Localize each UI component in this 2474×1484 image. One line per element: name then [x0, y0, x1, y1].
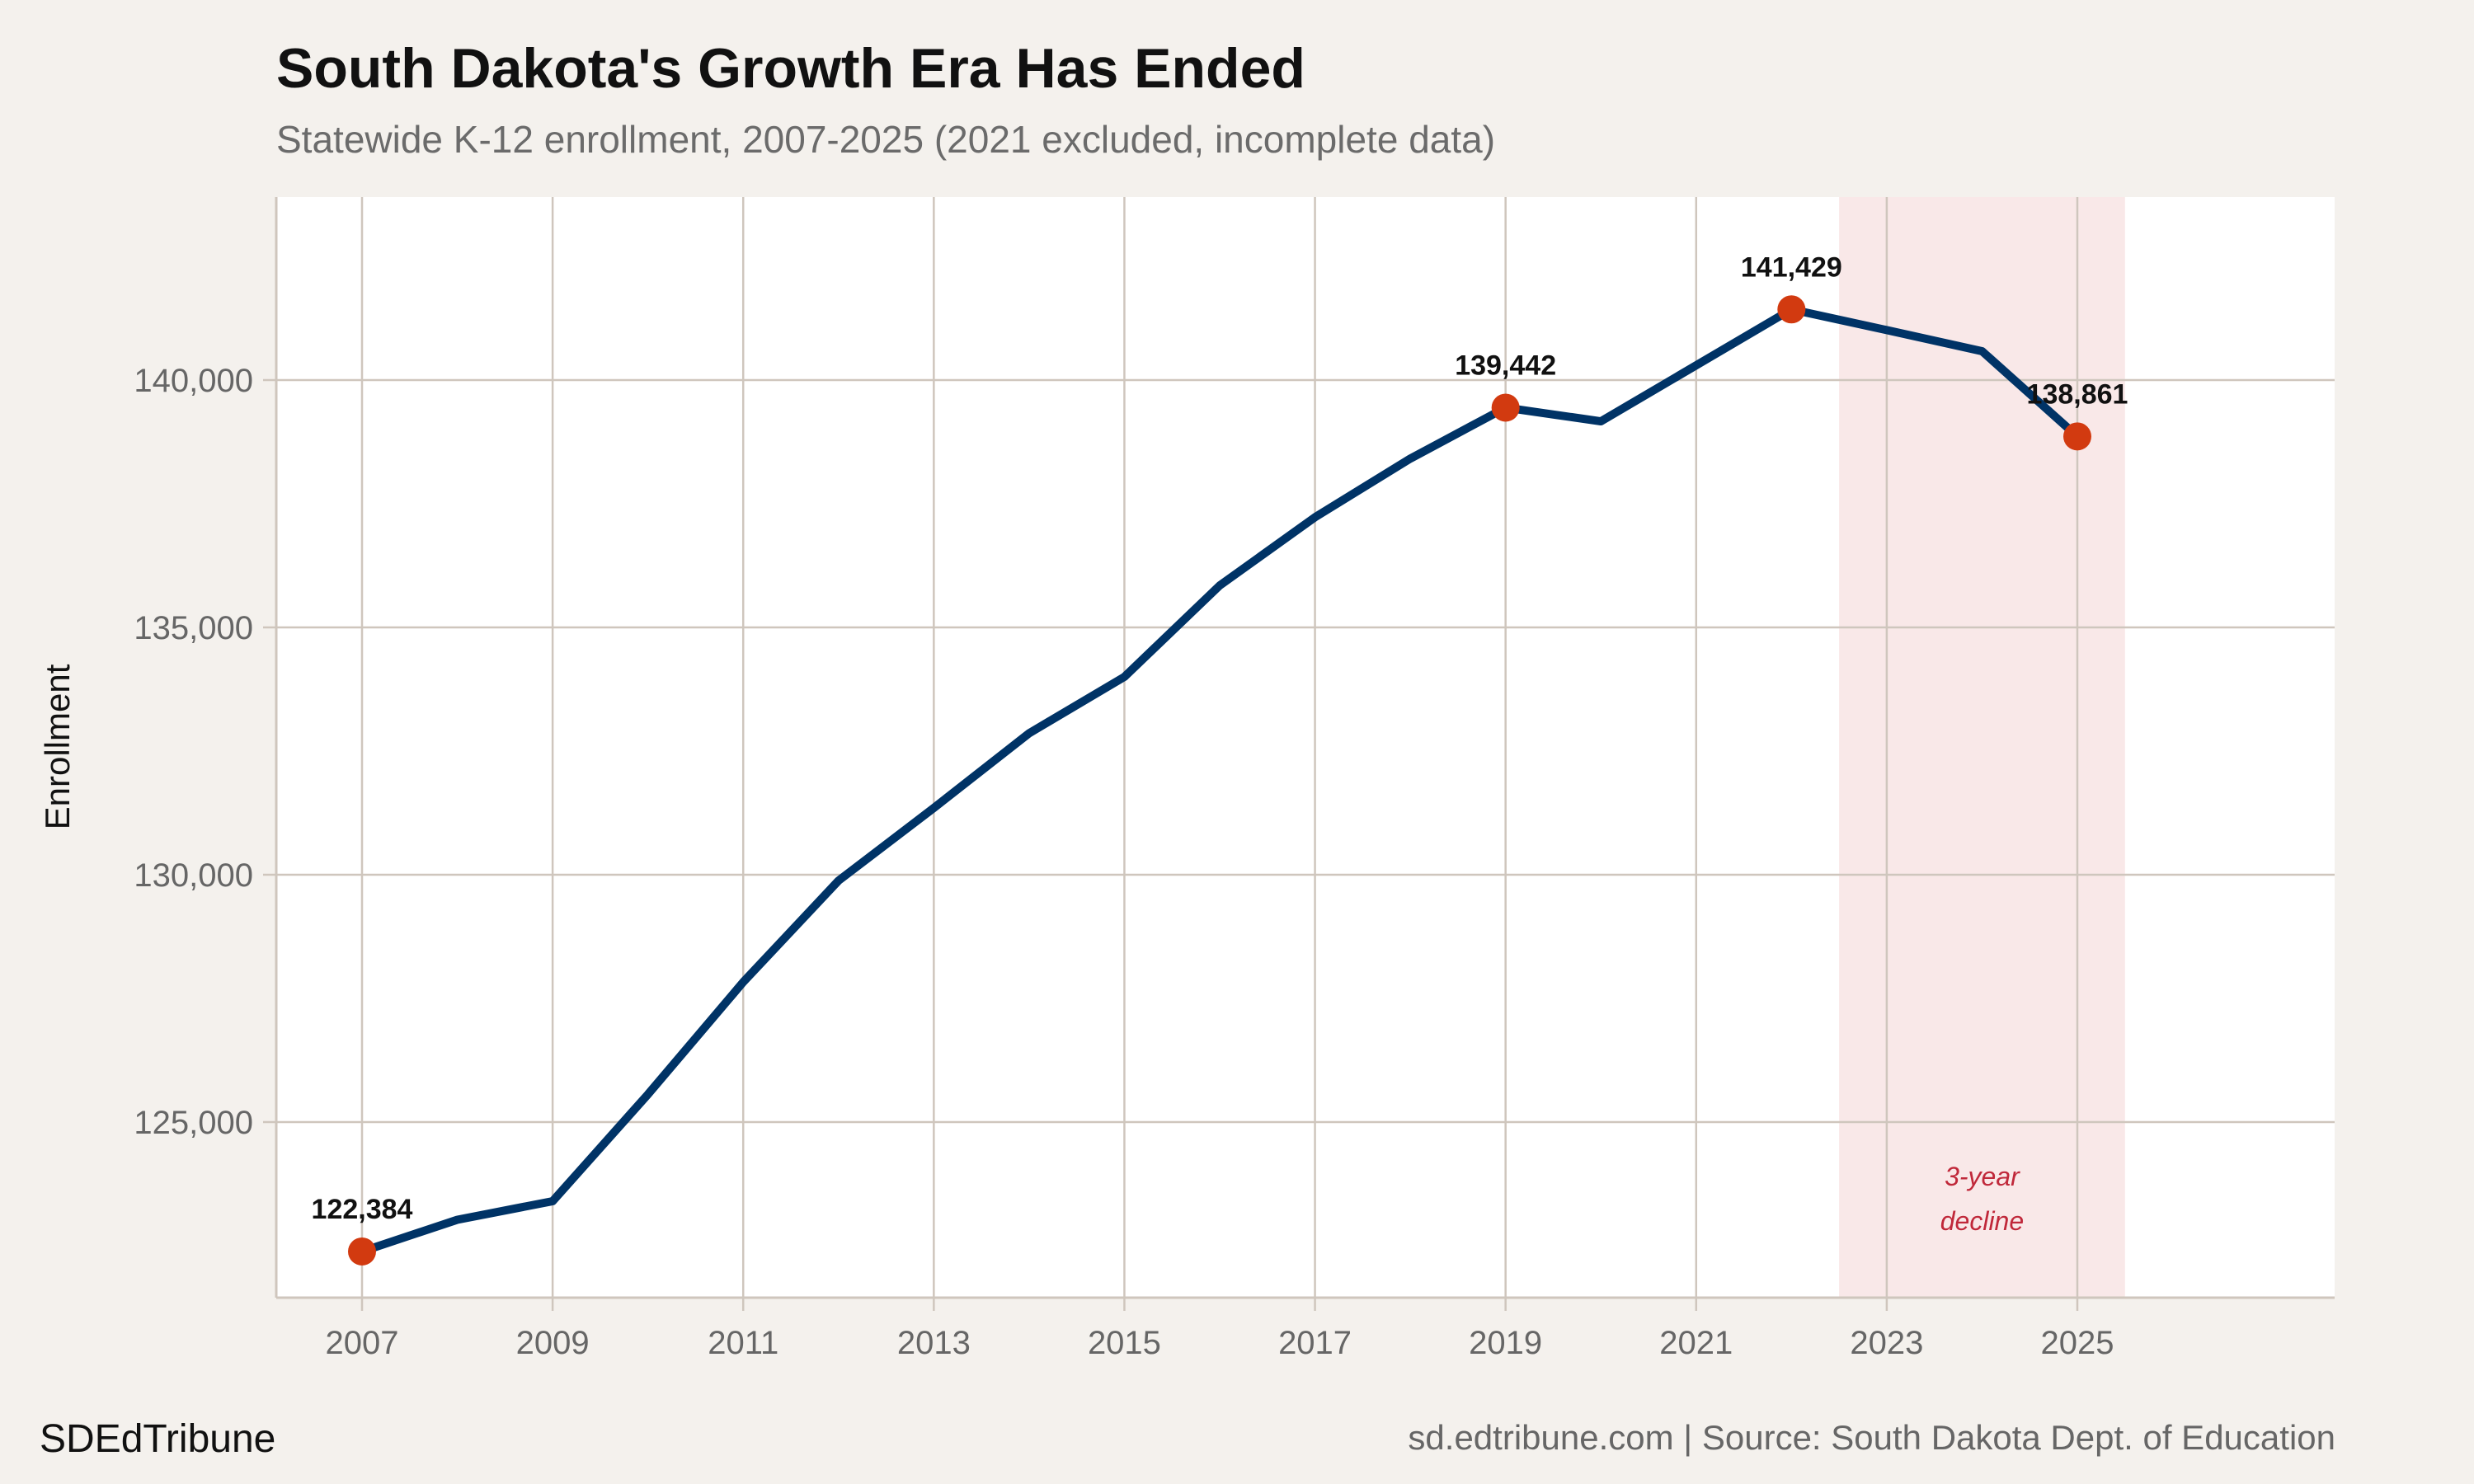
- y-tick-label: 125,000: [134, 1105, 253, 1141]
- highlight-point: [1777, 295, 1806, 324]
- data-label: 138,861: [2027, 378, 2128, 410]
- x-tick-label: 2019: [1469, 1325, 1542, 1361]
- brand-logo-text: SDEdTribune: [40, 1417, 276, 1461]
- x-tick-label: 2025: [2041, 1325, 2114, 1361]
- data-label: 139,442: [1455, 350, 1556, 381]
- chart-subtitle: Statewide K-12 enrollment, 2007-2025 (20…: [276, 118, 1496, 161]
- x-tick-label: 2011: [708, 1325, 778, 1361]
- source-credit: sd.edtribune.com | Source: South Dakota …: [1408, 1418, 2335, 1457]
- x-tick-label: 2013: [897, 1325, 971, 1361]
- y-tick-label: 130,000: [134, 857, 253, 894]
- highlight-point: [1491, 393, 1520, 422]
- decline-shaded-region: [1839, 197, 2125, 1298]
- highlight-point: [2063, 422, 2091, 451]
- x-tick-label: 2015: [1088, 1325, 1161, 1361]
- annotation-text: decline: [1940, 1206, 2024, 1236]
- y-tick-label: 135,000: [134, 610, 253, 646]
- chart-title: South Dakota's Growth Era Has Ended: [276, 37, 1305, 100]
- y-tick-label: 140,000: [134, 363, 253, 399]
- enrollment-line: [360, 305, 2081, 1256]
- highlight-point: [348, 1237, 376, 1266]
- x-tick-label: 2017: [1278, 1325, 1352, 1361]
- x-tick-label: 2021: [1659, 1325, 1733, 1361]
- x-tick-label: 2007: [326, 1325, 399, 1361]
- x-tick-label: 2023: [1850, 1325, 1923, 1361]
- data-label: 122,384: [312, 1194, 413, 1225]
- x-tick-label: 2009: [516, 1325, 590, 1361]
- annotation-text: 3-year: [1945, 1162, 2020, 1191]
- data-label: 141,429: [1741, 251, 1842, 283]
